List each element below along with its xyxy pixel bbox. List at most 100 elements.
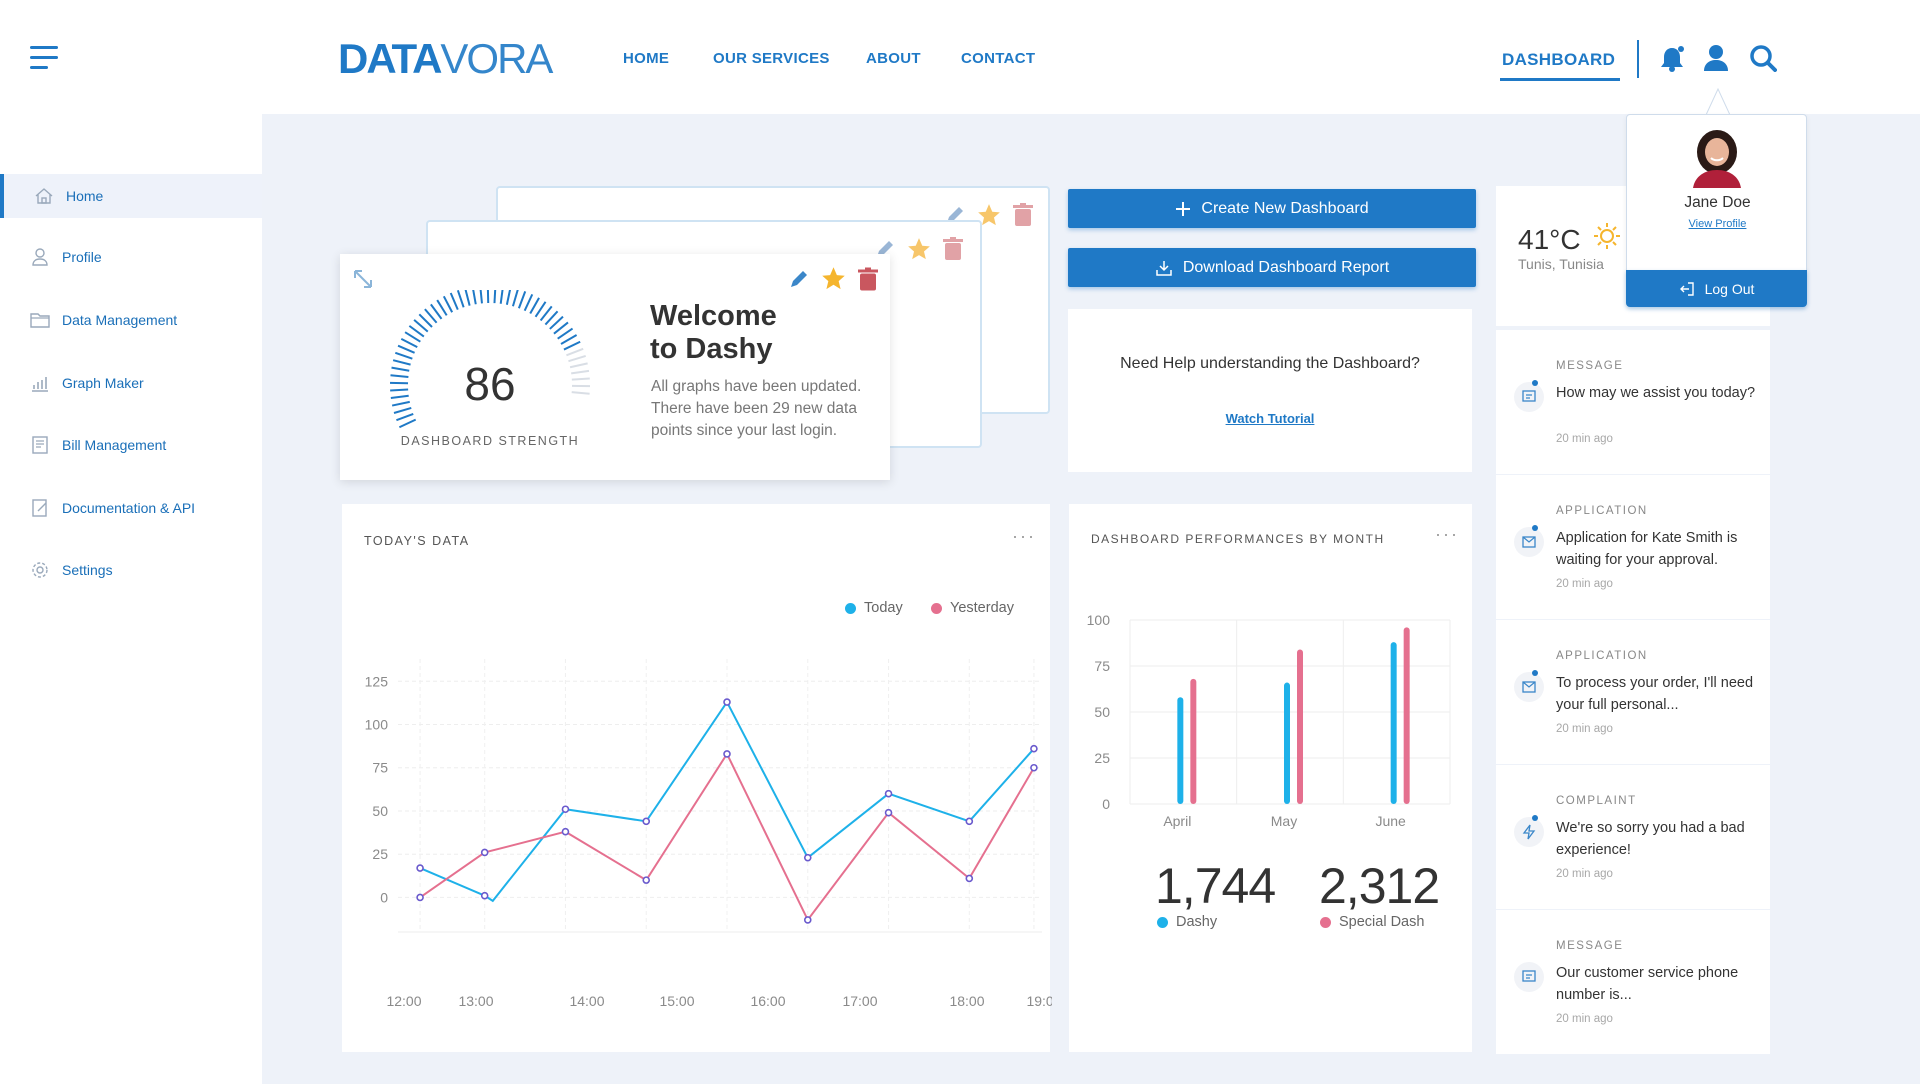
edit-icon[interactable] [874,238,896,260]
user-icon[interactable] [1703,44,1729,72]
gauge-value: 86 [464,358,516,410]
menu-icon[interactable] [30,46,60,70]
data-point [803,853,812,862]
nav-about[interactable]: ABOUT [866,50,921,67]
welcome-title-line2: to Dashy [650,333,773,365]
dashy-swatch [1157,916,1168,928]
watch-tutorial-link[interactable]: Watch Tutorial [1225,411,1315,426]
nav-contact[interactable]: CONTACT [961,50,1036,67]
x-tick-label: 18:00 [949,993,984,1009]
sidebar-item-settings[interactable]: Settings [0,548,262,592]
sidebar-item-bill-management[interactable]: Bill Management [0,423,262,467]
avatar[interactable] [1685,124,1749,188]
sidebar-item-label: Bill Management [62,437,167,453]
gauge-tick [568,355,586,363]
edit-icon[interactable] [788,268,810,290]
notification-time: 20 min ago [1556,578,1613,590]
sidebar-item-label: Settings [62,562,113,578]
bill-icon [32,436,48,454]
gauge-tick [456,290,465,308]
sidebar-item-data-management[interactable]: Data Management [0,298,262,342]
trash-icon[interactable] [943,237,963,261]
expand-icon[interactable] [352,268,374,290]
notification-time: 20 min ago [1556,723,1613,735]
active-tab-indicator [1500,78,1620,81]
notification-time: 20 min ago [1556,1013,1613,1025]
gauge-tick [390,374,409,378]
gauge-tick [493,290,497,304]
dashy-legend: Dashy [1157,914,1217,930]
brand-logo[interactable]: DATAVORA [338,35,553,83]
chart-icon [32,377,48,392]
star-icon[interactable] [976,202,1002,228]
unread-dot [1532,815,1538,821]
notification-item[interactable]: APPLICATION To process your order, I'll … [1496,620,1770,764]
bar-dashy [1284,682,1290,804]
sidebar-item-documentation[interactable]: Documentation & API [0,486,262,530]
data-point [965,817,974,826]
trash-icon[interactable] [858,267,878,292]
edit-icon[interactable] [944,204,966,226]
notification-item[interactable]: APPLICATION Application for Kate Smith i… [1496,475,1770,619]
bar-special-dash [1190,678,1197,804]
sidebar-item-graph-maker[interactable]: Graph Maker [0,361,262,405]
view-profile-link[interactable]: View Profile [1688,218,1747,230]
gauge-tick [571,369,590,375]
nav-services[interactable]: OUR SERVICES [713,50,830,67]
gear-icon [32,562,48,578]
sidebar-item-label: Documentation & API [62,500,196,516]
legend-yesterday-label: Yesterday [950,600,1014,616]
special-dash-swatch [1320,916,1331,928]
gauge-tick [424,308,438,324]
strength-gauge [390,290,591,429]
data-point [642,876,651,884]
notification-item[interactable]: MESSAGE How may we assist you today? 20 … [1496,330,1770,474]
notification-item[interactable]: MESSAGE Our customer service phone numbe… [1496,910,1770,1054]
bell-icon[interactable] [1659,45,1685,73]
gauge-tick [499,290,504,304]
top-header: DATAVORA HOME OUR SERVICES ABOUT CONTACT… [0,0,1920,114]
gauge-tick [396,412,414,422]
nav-home[interactable]: HOME [623,50,670,67]
x-tick-label: 19:00 [1026,993,1052,1009]
more-icon[interactable]: ··· [1012,526,1036,546]
data-point [642,817,651,826]
performance-title: DASHBOARD PERFORMANCES BY MONTH [1091,532,1385,546]
special-dash-legend: Special Dash [1320,914,1424,930]
search-icon[interactable] [1749,44,1777,72]
data-point [1030,744,1038,753]
download-report-button[interactable]: Download Dashboard Report [1068,248,1476,287]
data-point [723,750,731,758]
data-point [723,698,731,706]
sidebar: Home Profile Data Management Graph Maker… [0,114,262,1084]
gauge-tick [539,305,553,322]
gauge-tick [523,293,534,312]
bar-dashy [1390,642,1397,804]
sidebar-item-profile[interactable]: Profile [0,235,262,279]
gauge-tick [418,313,433,328]
trash-icon[interactable] [1013,203,1033,227]
x-tick-label: 12:00 [386,993,421,1009]
gauge-tick [553,321,569,335]
data-point [884,808,893,817]
home-icon [35,188,53,204]
gauge-tick [413,319,429,333]
weather-location: Tunis, Tunisia [1518,256,1604,272]
data-point [561,805,570,814]
y-tick-label: 100 [1087,612,1111,628]
x-tick-label: April [1163,813,1191,829]
more-icon[interactable]: ··· [1435,524,1459,544]
logout-button[interactable]: Log Out [1626,270,1807,307]
mail-icon [1514,672,1544,702]
notification-text: How may we assist you today? [1556,385,1756,401]
nav-dashboard[interactable]: DASHBOARD [1502,50,1616,69]
user-icon [32,248,48,266]
create-dashboard-button[interactable]: Create New Dashboard [1068,189,1476,228]
sidebar-item-home[interactable]: Home [0,174,262,218]
x-tick-label: 15:00 [659,993,694,1009]
star-icon[interactable] [906,236,932,262]
notification-item[interactable]: COMPLAINT We're so sorry you had a bad e… [1496,765,1770,909]
notification-category: MESSAGE [1556,360,1624,372]
legend-today: Today [845,600,903,616]
star-icon[interactable] [820,265,847,292]
